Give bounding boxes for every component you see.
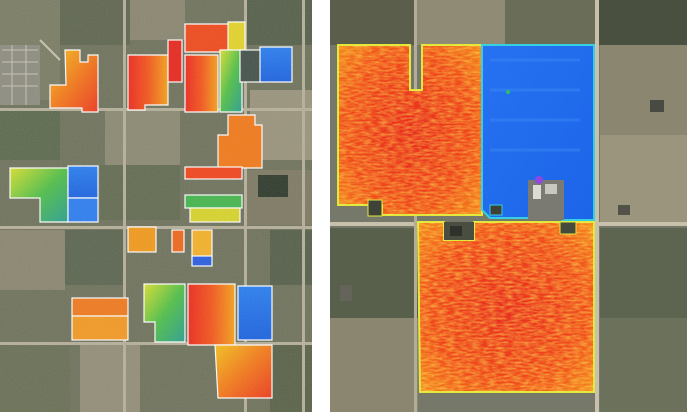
field-northwest xyxy=(337,44,483,217)
farmland-background xyxy=(330,0,687,412)
field-northeast xyxy=(481,44,595,221)
regional-overview-image xyxy=(0,0,312,412)
regional-overview-panel xyxy=(0,0,312,412)
field-closeup-panel xyxy=(330,0,687,412)
field-south xyxy=(416,221,595,393)
field-closeup-image xyxy=(330,0,687,412)
